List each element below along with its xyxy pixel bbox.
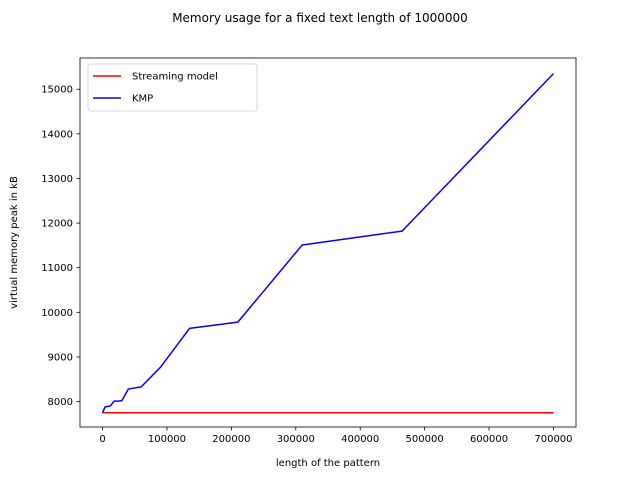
x-axis-label: length of the pattern (276, 458, 380, 469)
plot-frame (79, 57, 577, 428)
legend-label-0: Streaming model (132, 72, 218, 83)
x-tick-label: 600000 (470, 434, 508, 445)
x-tick-label: 400000 (341, 434, 379, 445)
x-tick-label: 500000 (406, 434, 444, 445)
chart-title: Memory usage for a fixed text length of … (172, 11, 468, 25)
legend: Streaming model KMP (87, 63, 258, 112)
y-tick-label: 10000 (41, 308, 73, 319)
y-axis-ticks: 8000 9000 10000 11000 12000 13000 14000 15000 (41, 85, 80, 408)
y-tick-label: 12000 (41, 219, 73, 230)
y-tick-label: 8000 (48, 397, 73, 408)
y-axis-label: virtual memory peak in kB (9, 176, 20, 309)
y-tick-label: 9000 (48, 352, 73, 363)
x-tick-label: 200000 (212, 434, 250, 445)
x-axis-ticks: 0 100000 200000 300000 400000 500000 600000 700… (99, 427, 573, 445)
series-layer (101, 73, 554, 414)
x-tick-label: 100000 (148, 434, 186, 445)
y-tick-label: 11000 (41, 263, 73, 274)
y-tick-label: 13000 (41, 174, 73, 185)
series-line-1 (101, 73, 554, 414)
y-tick-label: 15000 (41, 85, 73, 96)
legend-box (87, 63, 258, 112)
x-tick-label: 0 (99, 434, 105, 445)
x-tick-label: 300000 (277, 434, 315, 445)
y-tick-label: 14000 (41, 129, 73, 140)
x-tick-label: 700000 (534, 434, 572, 445)
legend-label-1: KMP (132, 94, 153, 105)
